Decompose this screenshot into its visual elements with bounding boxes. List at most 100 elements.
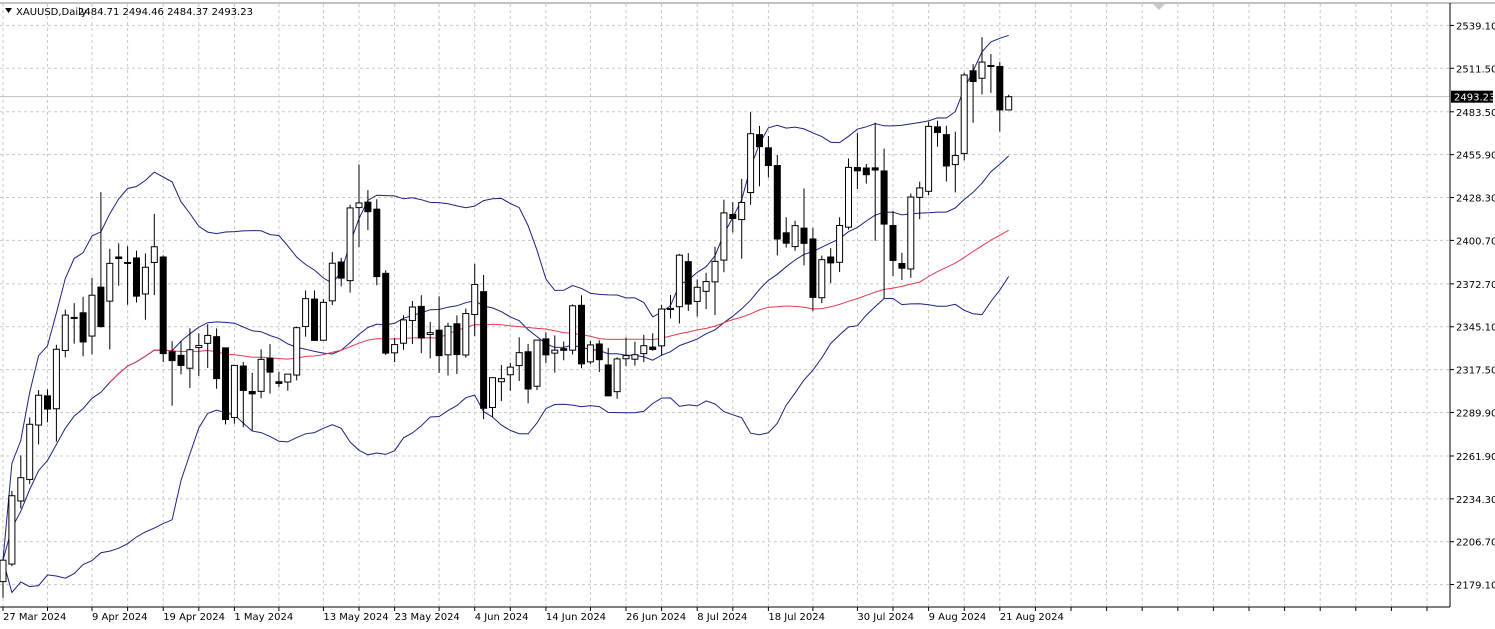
candle-body (960, 74, 968, 154)
candle (960, 72, 968, 161)
candle (675, 253, 683, 324)
candle-body (862, 167, 870, 176)
symbol-timeframe-label: XAUUSD,Daily (16, 7, 87, 18)
y-tick-label: 2345.10 (1456, 323, 1495, 334)
x-tick-label: 1 May 2024 (234, 612, 293, 623)
candle (907, 193, 915, 278)
candle-body (204, 334, 212, 344)
candle (257, 349, 265, 399)
candle-body (747, 133, 755, 194)
bollinger-upper-band (2, 34, 1009, 561)
candle-body (462, 313, 470, 356)
x-tick-label: 9 Apr 2024 (92, 612, 147, 623)
x-tick-label: 19 Apr 2024 (163, 612, 225, 623)
x-tick-label: 9 Aug 2024 (929, 612, 987, 623)
candle-body (115, 256, 123, 260)
candle (444, 322, 452, 376)
candle-body (889, 224, 897, 261)
candle-body (506, 366, 514, 376)
candle (35, 390, 43, 445)
candle-body (311, 298, 318, 341)
y-tick-label: 2261.90 (1456, 452, 1495, 463)
candle-body (560, 348, 568, 351)
dropdown-triangle-icon[interactable] (5, 8, 12, 13)
candle-body (907, 196, 915, 270)
candle-body (453, 323, 461, 356)
candle (729, 202, 737, 233)
candle (987, 54, 995, 93)
candle (400, 315, 407, 350)
candle (186, 328, 194, 389)
candle (52, 344, 60, 442)
ohlc-readout: 2484.71 2494.46 2484.37 2493.23 (78, 7, 253, 18)
candle-body (337, 261, 345, 279)
candle (551, 335, 559, 373)
candle (239, 362, 247, 428)
candle-body (871, 167, 879, 171)
candle-body (880, 170, 888, 225)
candle-body (622, 355, 630, 360)
candle (311, 290, 318, 341)
candle (346, 204, 354, 293)
candle (506, 362, 514, 391)
x-tick-label: 21 Aug 2024 (1000, 612, 1064, 623)
candle (853, 133, 861, 189)
candle-body (809, 238, 817, 298)
candle (951, 131, 959, 193)
candle (266, 344, 274, 394)
candle (0, 559, 7, 598)
candle (133, 250, 140, 303)
candle-body (8, 495, 16, 565)
candle-body (613, 358, 621, 393)
candle-body (684, 261, 692, 305)
candles (0, 37, 1013, 598)
candle (889, 211, 897, 276)
candle (408, 300, 416, 344)
candle (248, 372, 256, 431)
candle (471, 263, 479, 337)
candle-body (230, 364, 238, 418)
candle (756, 125, 763, 187)
candle (177, 341, 185, 375)
moving-average-line (109, 229, 1009, 383)
candle (586, 341, 594, 365)
candle (764, 136, 772, 178)
candle (168, 341, 176, 406)
candle (791, 220, 799, 251)
candle (515, 337, 523, 381)
candle-body (818, 259, 826, 299)
x-tick-label: 14 Jun 2024 (546, 612, 606, 623)
candle (702, 272, 710, 310)
candle (845, 158, 852, 230)
candle-body (400, 319, 407, 344)
candle-body (17, 477, 25, 502)
candle-body (827, 256, 835, 264)
chart-shift-marker-icon[interactable] (1153, 4, 1165, 10)
candle-body (293, 327, 301, 376)
candle (649, 333, 657, 351)
chart-header: XAUUSD,Daily 2484.71 2494.46 2484.37 249… (5, 7, 253, 18)
y-tick-label: 2483.50 (1456, 108, 1495, 119)
x-tick-label: 4 Jun 2024 (475, 612, 529, 623)
y-tick-label: 2179.10 (1456, 581, 1495, 592)
candle (70, 303, 78, 344)
candle-body (658, 308, 666, 347)
y-axis: 2539.10 2511.50 2483.50 2455.90 2428.30 2400.… (1450, 21, 1495, 592)
candle-body (756, 134, 763, 148)
candle-body (426, 332, 434, 336)
candle (800, 188, 808, 266)
candle (61, 309, 69, 358)
candle (640, 334, 648, 363)
candle (542, 332, 550, 364)
candle-body (693, 286, 701, 302)
candle-body (604, 364, 612, 397)
candle (631, 341, 639, 366)
candle (373, 199, 381, 286)
candle (747, 112, 755, 205)
candle-body (382, 272, 390, 354)
candle (862, 163, 870, 184)
candle-body (1005, 96, 1013, 111)
candle (364, 190, 372, 231)
